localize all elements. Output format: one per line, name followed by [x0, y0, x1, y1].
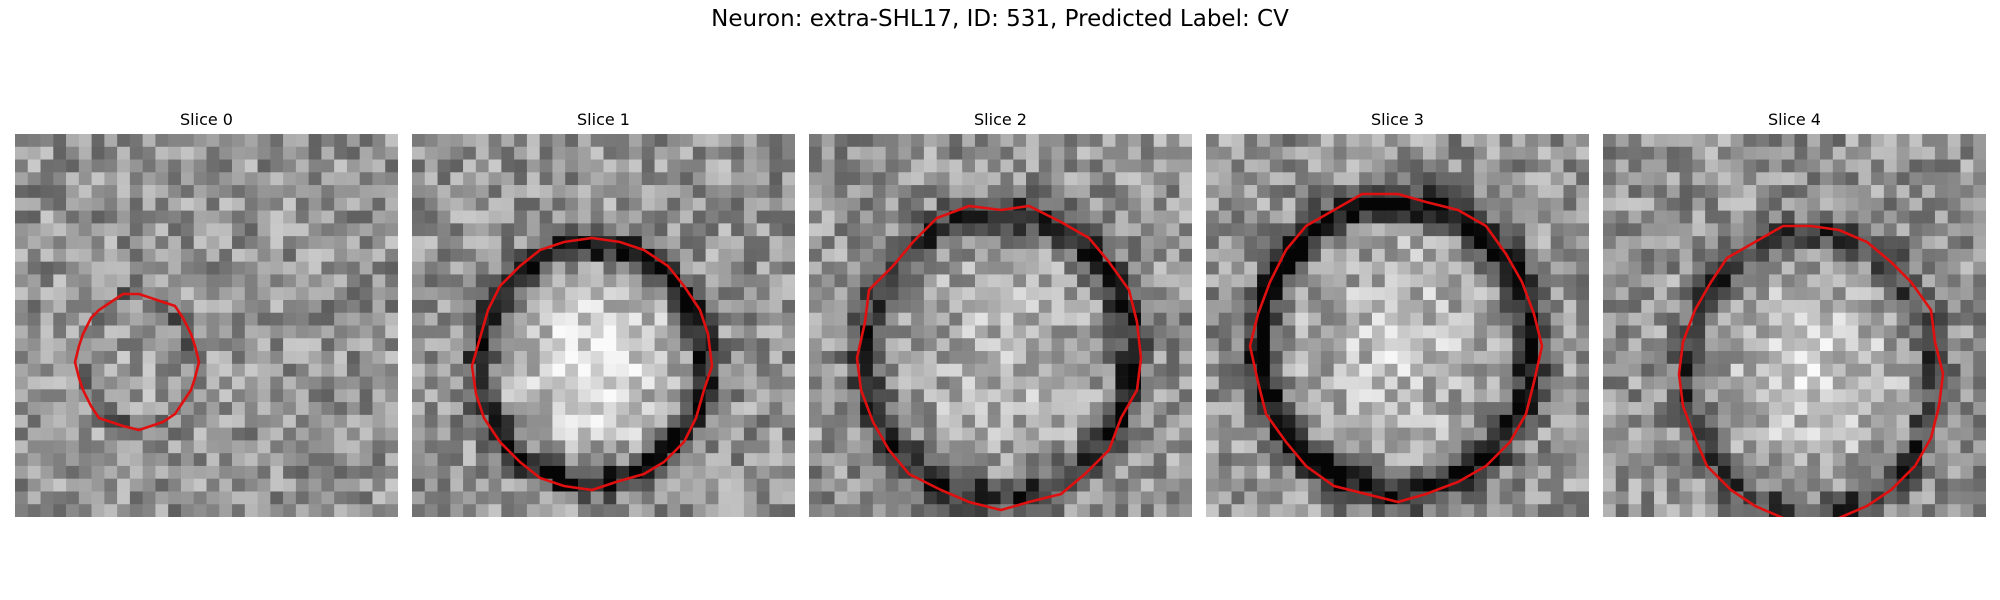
segmentation-outline-0	[73, 292, 201, 432]
segmentation-outline-2	[855, 204, 1143, 512]
slice-title-1: Slice 1	[577, 110, 630, 129]
slice-panel-1: Slice 1	[412, 108, 795, 517]
slice-title-2: Slice 2	[974, 110, 1027, 129]
segmentation-outline-3	[1248, 192, 1544, 504]
slice-image-4	[1603, 134, 1986, 517]
slice-panel-3: Slice 3	[1206, 108, 1589, 517]
slice-title-0: Slice 0	[180, 110, 233, 129]
slice-title-4: Slice 4	[1768, 110, 1821, 129]
slice-panel-2: Slice 2	[809, 108, 1192, 517]
slice-image-2	[809, 134, 1192, 517]
slice-panel-4: Slice 4	[1603, 108, 1986, 517]
slice-image-0	[15, 134, 398, 517]
slice-image-3	[1206, 134, 1589, 517]
segmentation-outline-4	[1677, 224, 1945, 517]
slice-image-1	[412, 134, 795, 517]
slice-panel-0: Slice 0	[15, 108, 398, 517]
slice-title-3: Slice 3	[1371, 110, 1424, 129]
segmentation-outline-1	[470, 236, 714, 492]
figure-title: Neuron: extra-SHL17, ID: 531, Predicted …	[711, 6, 1289, 32]
